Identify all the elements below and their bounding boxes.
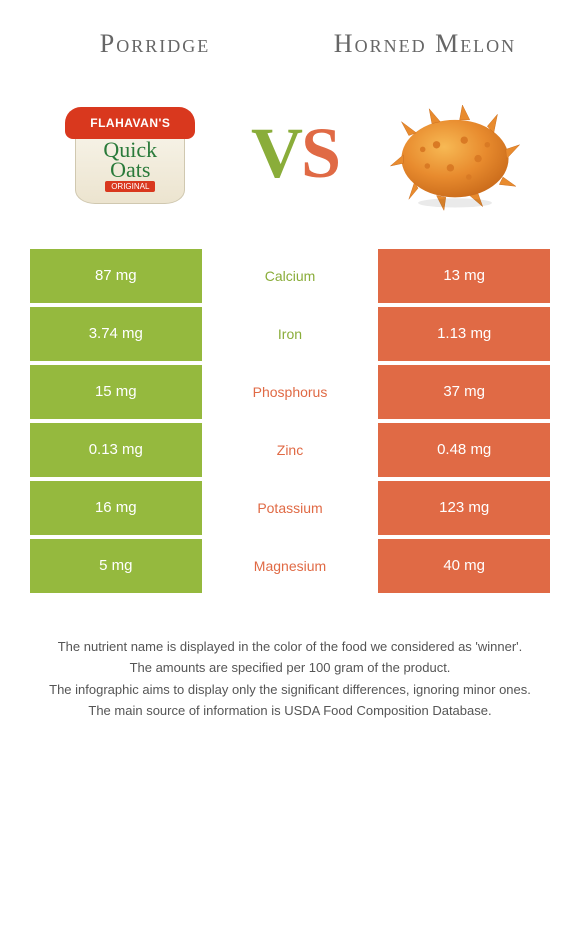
footer-line: The amounts are specified per 100 gram o… — [30, 658, 550, 678]
value-right: 37 mg — [378, 365, 550, 419]
nutrient-row: 16 mgPotassium123 mg — [30, 481, 550, 535]
nutrient-row: 5 mgMagnesium40 mg — [30, 539, 550, 593]
nutrient-name: Zinc — [202, 423, 379, 477]
oats-tag: ORIGINAL — [105, 181, 155, 192]
nutrient-table: 87 mgCalcium13 mg3.74 mgIron1.13 mg15 mg… — [0, 249, 580, 597]
horned-melon-image — [380, 94, 530, 214]
nutrient-name: Iron — [202, 307, 379, 361]
value-left: 5 mg — [30, 539, 202, 593]
value-left: 0.13 mg — [30, 423, 202, 477]
value-left: 87 mg — [30, 249, 202, 303]
title-left: Porridge — [34, 30, 277, 59]
vs-v: V — [251, 113, 301, 193]
value-right: 40 mg — [378, 539, 550, 593]
vs-label: VS — [251, 112, 339, 195]
nutrient-row: 15 mgPhosphorus37 mg — [30, 365, 550, 419]
value-right: 1.13 mg — [378, 307, 550, 361]
nutrient-name: Calcium — [202, 249, 379, 303]
footer-notes: The nutrient name is displayed in the co… — [0, 597, 580, 723]
oats-text-oats: Oats — [110, 160, 150, 180]
title-row: Porridge Horned Melon — [0, 0, 580, 69]
value-left: 3.74 mg — [30, 307, 202, 361]
value-right: 13 mg — [378, 249, 550, 303]
nutrient-name: Magnesium — [202, 539, 379, 593]
nutrient-row: 3.74 mgIron1.13 mg — [30, 307, 550, 361]
infographic-container: Porridge Horned Melon Quick Oats ORIGINA… — [0, 0, 580, 934]
footer-line: The main source of information is USDA F… — [30, 701, 550, 721]
footer-line: The infographic aims to display only the… — [30, 680, 550, 700]
images-row: Quick Oats ORIGINAL FLAHAVAN'S VS — [0, 69, 580, 249]
value-right: 123 mg — [378, 481, 550, 535]
nutrient-row: 87 mgCalcium13 mg — [30, 249, 550, 303]
porridge-image: Quick Oats ORIGINAL FLAHAVAN'S — [50, 89, 210, 219]
value-left: 15 mg — [30, 365, 202, 419]
vs-s: S — [301, 113, 339, 193]
nutrient-row: 0.13 mgZinc0.48 mg — [30, 423, 550, 477]
nutrient-name: Potassium — [202, 481, 379, 535]
value-left: 16 mg — [30, 481, 202, 535]
value-right: 0.48 mg — [378, 423, 550, 477]
title-right: Horned Melon — [304, 30, 547, 59]
nutrient-name: Phosphorus — [202, 365, 379, 419]
footer-line: The nutrient name is displayed in the co… — [30, 637, 550, 657]
oats-banner: FLAHAVAN'S — [65, 107, 195, 139]
